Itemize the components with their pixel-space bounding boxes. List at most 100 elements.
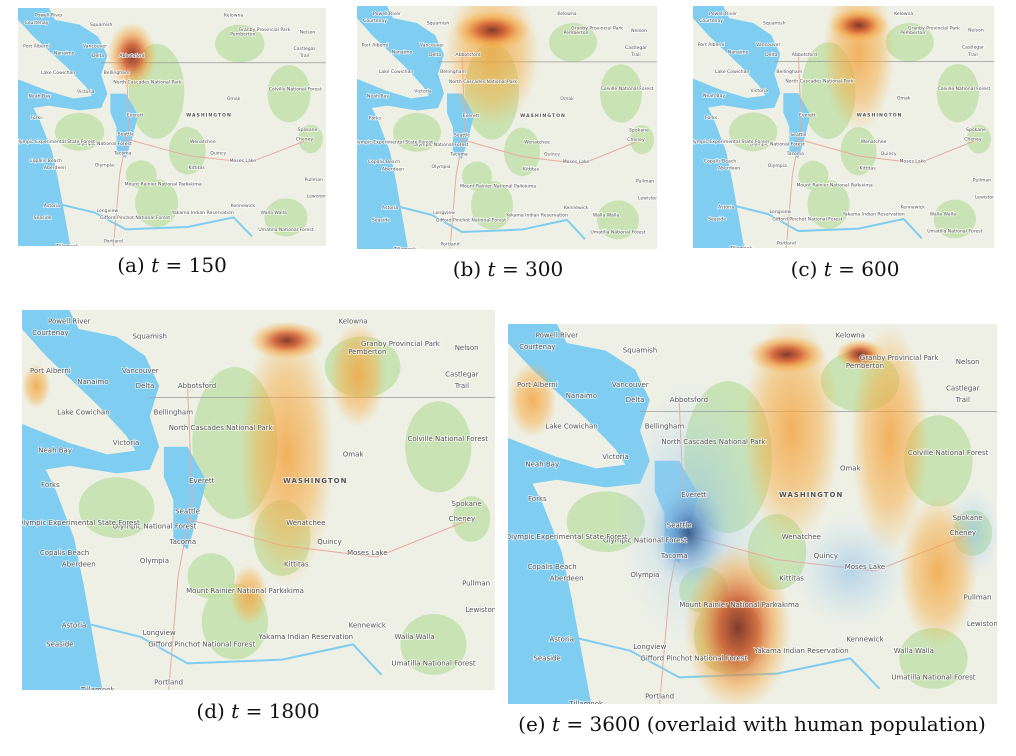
caption: (c) t = 600 bbox=[791, 257, 900, 281]
place-label: Victoria bbox=[602, 453, 629, 461]
place-label: Pullman bbox=[462, 580, 490, 588]
place-label: Lake Cowichan bbox=[715, 69, 749, 75]
place-label: Spokane bbox=[629, 127, 649, 133]
place-label: Astoria bbox=[62, 621, 87, 629]
place-label: Olympia bbox=[140, 557, 169, 565]
heat-blob bbox=[747, 335, 826, 374]
river bbox=[728, 203, 923, 240]
land bbox=[33, 8, 326, 246]
place-label: Moses Lake bbox=[347, 549, 387, 557]
highway bbox=[785, 54, 802, 248]
place-label: Seaside bbox=[46, 640, 73, 648]
caption: (e) t = 3600 (overlaid with human popula… bbox=[518, 712, 986, 736]
place-label: Yakima bbox=[278, 587, 304, 595]
place-label: Abbotsford bbox=[178, 382, 216, 390]
place-label: Powell River bbox=[709, 11, 737, 17]
place-label: Squamish bbox=[427, 21, 450, 27]
caption: (b) t = 300 bbox=[453, 257, 563, 281]
place-label: Gifford Pinchot National Forest bbox=[436, 217, 506, 223]
place-label: Castlegar bbox=[445, 371, 479, 379]
place-label: Longview bbox=[769, 209, 791, 215]
heat-blob bbox=[107, 22, 157, 89]
place-label: Castlegar bbox=[946, 385, 980, 393]
place-label: Kittitas bbox=[284, 561, 309, 569]
caption-var: t bbox=[151, 253, 160, 277]
place-label: Nanaimo bbox=[566, 392, 597, 400]
land bbox=[18, 19, 92, 99]
place-label: Nelson bbox=[968, 28, 984, 34]
map-panel: Powell River Squamish Kelowna Vancouver Nana… bbox=[357, 6, 657, 253]
forest bbox=[504, 127, 540, 177]
forest bbox=[798, 160, 829, 190]
place-label: Olympia bbox=[95, 163, 114, 169]
place-label: Kittitas bbox=[523, 166, 540, 172]
place-label: Portland bbox=[777, 241, 796, 247]
place-label: Abbotsford bbox=[455, 52, 480, 58]
place-label: Omak bbox=[560, 96, 574, 102]
place-label: Delta bbox=[765, 52, 777, 58]
place-label: Yakama Indian Reservation bbox=[258, 633, 354, 641]
place-label: Kennewick bbox=[231, 203, 256, 209]
place-label: Abbotsford bbox=[119, 53, 144, 59]
place-label: Olympic National Forest bbox=[750, 141, 805, 147]
place-label: Olympic Experimental State Forest bbox=[689, 139, 769, 145]
place-label: Pullman bbox=[636, 178, 654, 184]
caption-var: t bbox=[488, 257, 497, 281]
place-label: Everett bbox=[681, 491, 707, 499]
forest bbox=[471, 180, 513, 230]
place-label: Spokane bbox=[298, 127, 318, 133]
forest bbox=[125, 160, 157, 189]
place-label: Courtenay bbox=[699, 18, 723, 24]
place-label: Kelowna bbox=[224, 13, 243, 19]
forest bbox=[933, 199, 976, 239]
place-label: Gifford Pinchot National Forest bbox=[640, 654, 747, 662]
forest bbox=[899, 628, 968, 689]
place-label: Colville National Forest bbox=[601, 86, 654, 92]
land bbox=[22, 329, 136, 455]
place-label: Neah Bay bbox=[703, 93, 725, 99]
place-label: Kennewick bbox=[846, 635, 884, 643]
place-label: Yakama Indian Reservation bbox=[505, 212, 568, 218]
forest bbox=[264, 198, 308, 237]
forest bbox=[267, 65, 311, 123]
place-label: Colville National Forest bbox=[937, 86, 990, 92]
place-label: Gifford Pinchot National Forest bbox=[100, 215, 170, 221]
heat-blob bbox=[742, 324, 841, 545]
forest bbox=[400, 614, 467, 675]
highway bbox=[798, 138, 980, 164]
place-label: Colville National Forest bbox=[269, 86, 322, 92]
place-label: Portland bbox=[104, 239, 123, 245]
place-label: Forks bbox=[30, 115, 43, 121]
place-label: Forks bbox=[528, 495, 547, 503]
place-label: Olympic National Forest bbox=[113, 523, 197, 531]
place-label: WASHINGTON bbox=[520, 113, 566, 119]
place-label: Lake Cowichan bbox=[379, 69, 413, 75]
place-label: Aberdeen bbox=[44, 165, 66, 171]
forest bbox=[187, 553, 235, 599]
place-label: Powell River bbox=[48, 317, 91, 325]
place-label: Vancouver bbox=[756, 42, 780, 48]
river bbox=[54, 202, 253, 238]
place-label: Pemberton bbox=[846, 362, 884, 370]
place-label: Granby Provincial Park bbox=[571, 25, 623, 31]
forest bbox=[393, 112, 441, 152]
place-label: Yakima bbox=[519, 183, 536, 189]
place-label: Tillamook bbox=[393, 247, 416, 253]
place-label: Trail bbox=[967, 52, 977, 58]
forest bbox=[597, 200, 639, 240]
place-label: Everett bbox=[127, 113, 144, 119]
place-label: Trail bbox=[299, 53, 309, 59]
place-label: Lake Cowichan bbox=[57, 409, 109, 417]
place-label: Walla Walla bbox=[930, 212, 957, 218]
forest bbox=[78, 477, 155, 538]
place-label: Kelowna bbox=[338, 317, 367, 325]
place-label: Granby Provincial Park bbox=[860, 354, 940, 362]
place-label: Quincy bbox=[881, 151, 897, 157]
highway bbox=[168, 385, 193, 690]
place-label: Delta bbox=[92, 53, 104, 59]
place-label: Olympia bbox=[630, 571, 659, 579]
place-label: Seaside bbox=[372, 217, 390, 223]
place-label: Copalis Beach bbox=[368, 159, 400, 165]
place-label: Bellingham bbox=[104, 70, 130, 76]
